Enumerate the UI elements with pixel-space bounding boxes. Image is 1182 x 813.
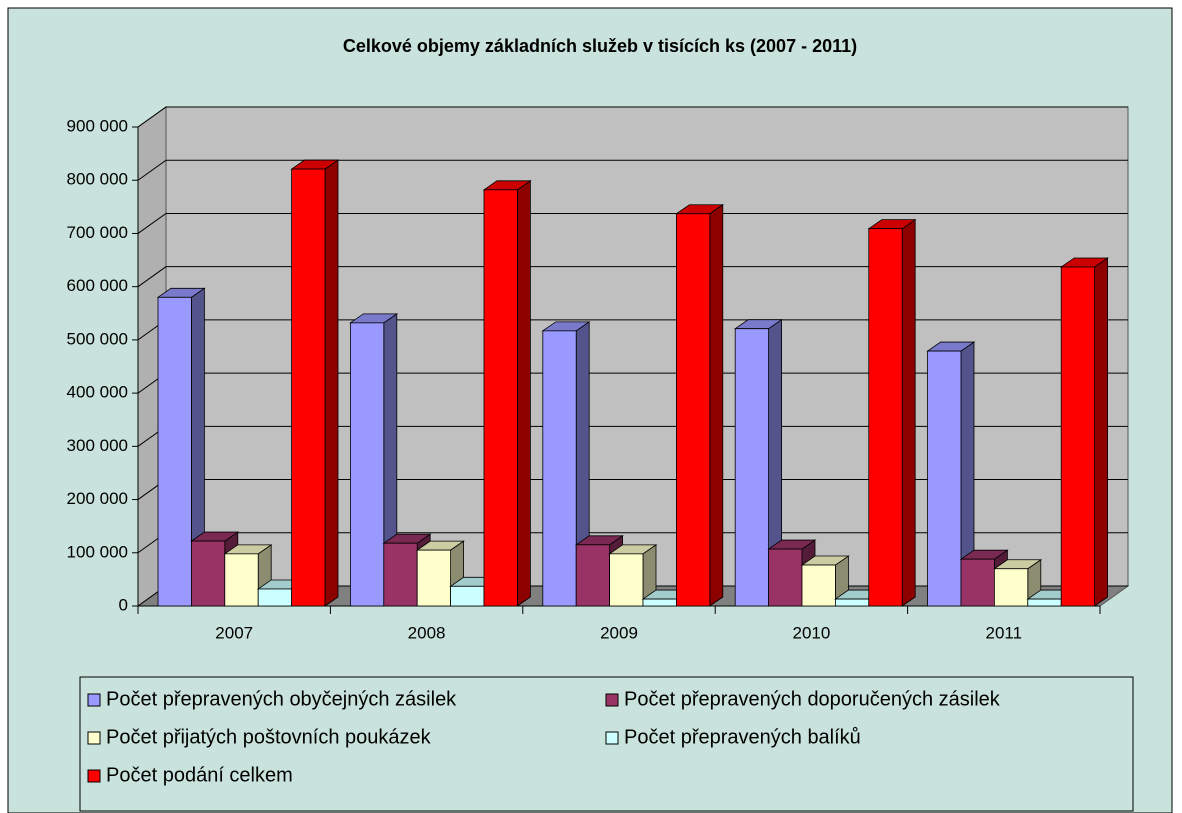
bar — [927, 350, 962, 607]
grid-line — [137, 212, 1128, 234]
y-tick-label: 500 000 — [67, 329, 128, 348]
x-tick-label: 2010 — [792, 623, 830, 642]
bar — [575, 544, 611, 607]
bar — [542, 330, 577, 607]
bar — [960, 558, 995, 607]
y-tick-label: 700 000 — [67, 223, 128, 242]
bar — [835, 598, 870, 607]
y-tick-label: 0 — [119, 595, 128, 614]
bar — [224, 553, 259, 607]
y-tick-label: 600 000 — [67, 276, 128, 295]
bar — [868, 228, 903, 607]
bar — [190, 540, 226, 607]
legend-label: Počet podání celkem — [106, 764, 293, 786]
bar — [609, 553, 644, 607]
legend-swatch — [87, 769, 101, 783]
y-tick-label: 200 000 — [67, 489, 128, 508]
bar — [676, 213, 711, 607]
x-tick-label: 2008 — [408, 623, 446, 642]
legend-swatch — [605, 693, 619, 707]
bar — [483, 189, 518, 607]
bar — [450, 585, 485, 607]
legend-swatch — [605, 731, 619, 745]
bar — [1060, 266, 1095, 607]
legend-swatch — [87, 693, 101, 707]
bar-side — [901, 218, 916, 607]
bar-side — [709, 203, 724, 607]
legend-swatch — [87, 731, 101, 745]
bar-side — [517, 180, 531, 607]
y-tick-label: 800 000 — [67, 170, 128, 189]
bar — [1027, 598, 1062, 607]
bar — [768, 548, 803, 607]
grid-line — [137, 106, 1128, 128]
bar — [291, 168, 326, 607]
bar — [157, 296, 192, 607]
bar-side — [324, 159, 339, 607]
bar — [642, 598, 677, 607]
bar-side — [1094, 257, 1108, 607]
bar — [416, 549, 452, 607]
x-tick-label: 2011 — [986, 623, 1023, 642]
y-tick-label: 300 000 — [67, 436, 128, 455]
legend-label: Počet přepravených balíků — [624, 726, 861, 748]
legend-label: Počet přijatých poštovních poukázek — [106, 726, 432, 748]
legend-label: Počet přepravených obyčejných zásilek — [106, 688, 457, 710]
bar — [994, 568, 1029, 607]
y-tick-label: 400 000 — [67, 383, 128, 402]
x-tick-label: 2009 — [600, 623, 638, 642]
x-tick-label: 2007 — [215, 623, 253, 642]
legend-label: Počet přepravených doporučených zásilek — [624, 688, 1001, 710]
bar — [257, 588, 293, 607]
y-tick-label: 900 000 — [67, 116, 128, 135]
y-tick-label: 100 000 — [67, 542, 128, 561]
grid-line — [137, 266, 1128, 288]
bar — [349, 322, 385, 607]
grid-line — [137, 159, 1128, 181]
bar — [734, 328, 770, 607]
bar — [383, 542, 418, 607]
bar — [801, 564, 836, 607]
chart-title: Celkové objemy základních služeb v tisíc… — [343, 36, 857, 56]
